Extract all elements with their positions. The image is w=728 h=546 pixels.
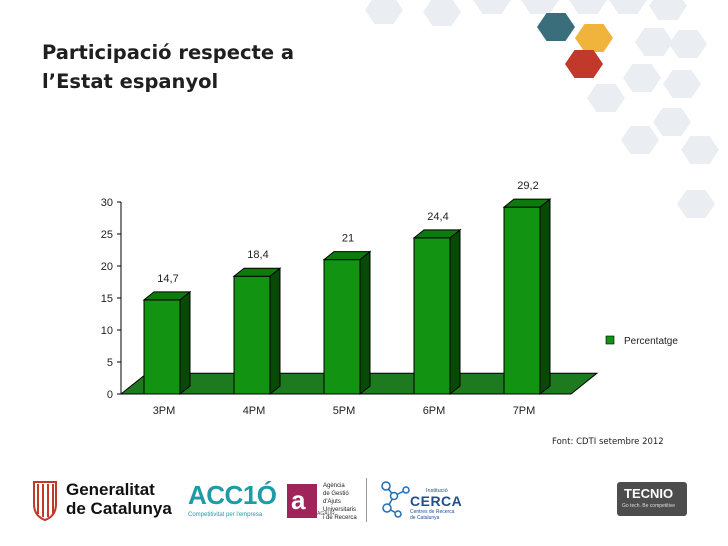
y-tick-label: 30 <box>101 197 113 209</box>
agaur-block <box>287 484 317 518</box>
generalitat-seal-icon <box>33 481 57 522</box>
data-label: 24,4 <box>427 211 448 223</box>
slide-title-line-1: Participació respecte a <box>42 41 295 64</box>
generalitat-logo: Generalitat de Catalunya <box>32 478 172 523</box>
cerca-pre: Institució <box>426 488 448 494</box>
hexagon-4 <box>569 0 607 14</box>
bar-side <box>539 198 551 396</box>
cerca-line-2: de Catalunya <box>410 515 440 521</box>
y-tick-label: 5 <box>107 357 113 369</box>
agaur-letter: a <box>291 485 306 515</box>
y-tick-label: 25 <box>101 229 113 241</box>
hexagon-1 <box>423 0 461 26</box>
bar-3PM <box>142 290 192 396</box>
x-tick-label: 3PM <box>153 405 176 417</box>
bar-front <box>503 206 541 395</box>
bar-front <box>413 237 451 395</box>
logo-divider <box>366 478 367 522</box>
hexagon-12 <box>623 64 661 92</box>
bar-7PM <box>502 198 552 396</box>
bar-side <box>359 250 371 396</box>
hexagon-11 <box>565 50 603 78</box>
hexagon-10 <box>669 30 707 58</box>
legend: Percentatge <box>605 335 678 347</box>
tecnio-tagline: Go tech. Be competitive <box>622 503 676 509</box>
bar-front <box>323 259 361 395</box>
cerca-name: CERCA <box>410 493 463 509</box>
x-tick-label: 6PM <box>423 405 446 417</box>
bar-side <box>269 267 281 396</box>
bar-side <box>449 228 461 396</box>
agaur-line-4: Universitaris <box>323 507 357 513</box>
tecnio-name: TECNIO <box>624 486 674 501</box>
hexagon-16 <box>681 136 719 164</box>
acc10-tagline: Competitivitat per l'empresa <box>188 512 263 518</box>
cerca-logo: Institució CERCA Centres de Recerca de C… <box>378 478 462 522</box>
bar-5PM <box>322 250 372 396</box>
bar-front <box>233 275 271 395</box>
data-label: 18,4 <box>247 249 268 261</box>
y-tick-label: 15 <box>101 293 113 305</box>
y-tick-label: 10 <box>101 325 113 337</box>
slide-title: Participació respecte a l’Estat espanyol <box>42 38 294 96</box>
bar-front <box>143 299 181 395</box>
slide-title-line-2: l’Estat espanyol <box>42 70 219 93</box>
bar-side <box>179 290 191 396</box>
agaur-line-3: d'Ajuts <box>323 499 341 505</box>
agaur-line-1: Agència <box>323 483 345 489</box>
hexagon-0 <box>365 0 403 24</box>
x-tick-label: 4PM <box>243 405 266 417</box>
y-tick-label: 0 <box>107 389 113 401</box>
bar-top <box>502 198 552 208</box>
cerca-sub: Centres de Recerca de Catalunya <box>410 509 454 521</box>
agaur-line-2: de Gestió <box>323 491 349 497</box>
generalitat-line-2: de Catalunya <box>66 499 172 518</box>
y-tick-label: 20 <box>101 261 113 273</box>
hexagon-9 <box>635 28 673 56</box>
agaur-small: AGAUR <box>317 511 335 517</box>
hexagon-15 <box>653 108 691 136</box>
hexagon-14 <box>587 84 625 112</box>
legend-label: Percentatge <box>624 336 678 347</box>
bar-top <box>142 291 192 301</box>
x-tick-label: 7PM <box>513 405 536 417</box>
x-tick-label: 5PM <box>333 405 356 417</box>
bar-top <box>322 251 372 261</box>
data-label: 14,7 <box>157 273 178 285</box>
data-label: 21 <box>342 233 354 245</box>
bar-top <box>232 267 282 277</box>
source-note: Font: CDTI setembre 2012 <box>552 437 664 447</box>
acc10-logo: ACC1Ó Competitivitat per l'empresa <box>185 478 277 523</box>
hexagon-17 <box>621 126 659 154</box>
data-label: 29,2 <box>517 180 538 192</box>
hexagon-2 <box>473 0 511 14</box>
hexagon-3 <box>521 0 559 14</box>
acc10-name: ACC1Ó <box>188 480 277 510</box>
bar-4PM <box>232 267 282 396</box>
hexagon-6 <box>649 0 687 20</box>
legend-swatch <box>605 335 615 345</box>
hexagon-8 <box>575 24 613 52</box>
molecule-icon <box>381 481 410 518</box>
cerca-line-1: Centres de Recerca <box>410 509 455 515</box>
bar-top <box>412 229 462 239</box>
hexagon-18 <box>677 190 715 218</box>
generalitat-line-1: Generalitat <box>66 480 155 499</box>
agaur-text: Agència de Gestió d'Ajuts Universitaris … <box>323 482 357 522</box>
hexagon-7 <box>537 13 575 41</box>
tecnio-logo: TECNIO Go tech. Be competitive <box>617 482 687 516</box>
bar-6PM <box>412 228 462 396</box>
agaur-logo: a AGAUR Agència de Gestió d'Ajuts Univer… <box>287 478 367 522</box>
hexagon-13 <box>663 70 701 98</box>
agaur-line-5: i de Recerca <box>323 515 357 521</box>
hexagon-5 <box>609 0 647 14</box>
generalitat-text: Generalitat de Catalunya <box>66 480 172 518</box>
